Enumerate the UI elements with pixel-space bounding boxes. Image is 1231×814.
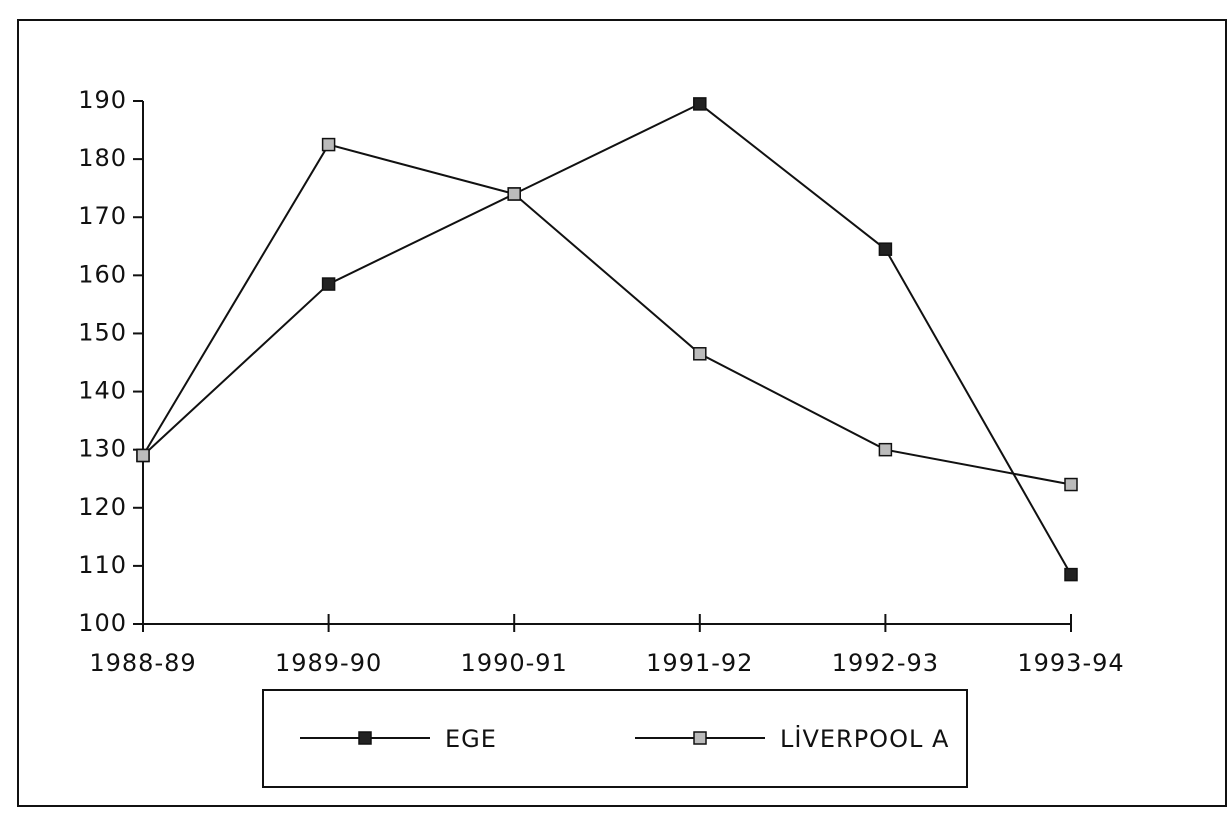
point: [321, 137, 336, 152]
y-tick-label: 100: [78, 609, 127, 637]
x-tick-label: 1988-89: [89, 649, 196, 677]
point: [878, 442, 893, 457]
x-tick-label: 1991-92: [646, 649, 753, 677]
legend-box: [262, 689, 968, 788]
y-tick-label: 120: [78, 493, 127, 521]
legend-marker: [358, 731, 372, 745]
series-line: [142, 143, 1072, 486]
y-tick-label: 190: [78, 86, 127, 114]
legend-label: LİVERPOOL A: [780, 724, 949, 753]
point: [693, 347, 707, 361]
point: [1064, 477, 1078, 492]
y-tick-label: 130: [78, 435, 127, 463]
legend-marker: [693, 731, 707, 745]
series-line: [142, 102, 1072, 576]
x-tick-label: 1992-93: [832, 649, 939, 677]
x-tick-label: 1990-91: [461, 649, 568, 677]
point: [1064, 567, 1078, 582]
y-tick-label: 160: [78, 260, 127, 288]
point: [136, 448, 150, 463]
y-tick-label: 170: [78, 202, 127, 230]
x-tick-label: 1989-90: [275, 649, 382, 677]
point: [321, 277, 336, 291]
frame: [17, 19, 1227, 807]
legend-label: EGE: [445, 725, 497, 753]
y-tick-label: 110: [78, 551, 127, 579]
x-tick-label: 1993-94: [1017, 649, 1124, 677]
point: [693, 97, 707, 111]
y-tick-label: 150: [78, 318, 127, 346]
point: [878, 242, 893, 256]
y-tick-label: 180: [78, 144, 127, 172]
point: [507, 187, 521, 201]
y-tick-label: 140: [78, 377, 127, 405]
